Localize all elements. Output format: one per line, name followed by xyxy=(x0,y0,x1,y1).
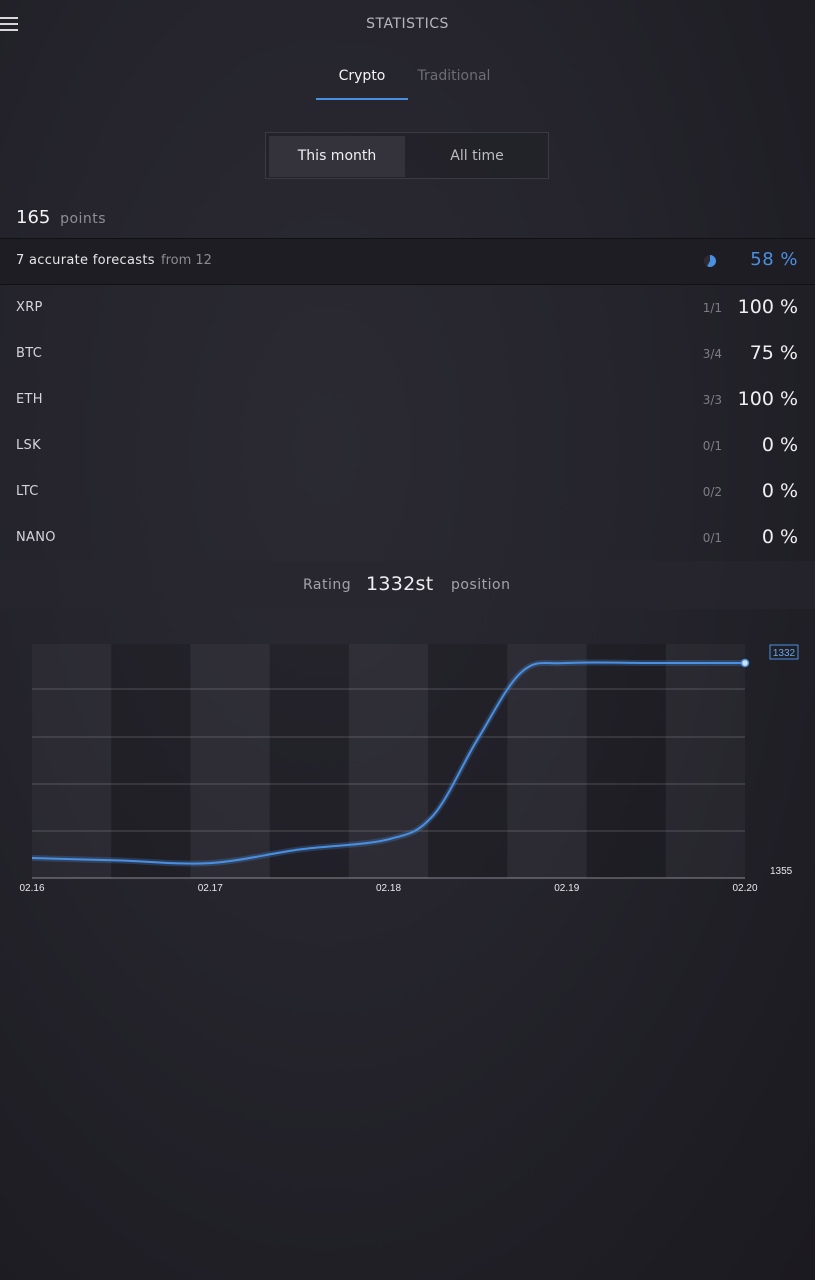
points-summary: 165 points xyxy=(16,207,106,228)
coin-name: LTC xyxy=(16,484,39,499)
chart-top-value-box xyxy=(769,644,799,660)
points-value: 165 xyxy=(16,207,51,228)
period-all-time-button[interactable]: All time xyxy=(450,148,504,164)
tab-traditional[interactable]: Traditional xyxy=(417,68,491,84)
chart-column-band xyxy=(428,644,508,878)
accuracy-percent: 58 % xyxy=(750,249,798,270)
chart-x-tick-label: 02.17 xyxy=(198,883,223,894)
coin-ratio: 0/1 xyxy=(702,439,722,453)
chart-column-band xyxy=(269,644,349,878)
coin-ratio: 3/3 xyxy=(702,393,722,407)
chart-column-band xyxy=(32,644,111,878)
list-item-eth: ETH 3/3 100 % xyxy=(0,377,815,423)
coin-ratio: 1/1 xyxy=(702,301,722,315)
rating-value: 1332st xyxy=(366,573,434,595)
chart-column-band xyxy=(111,644,191,878)
menu-icon[interactable] xyxy=(0,15,20,35)
coin-percent: 0 % xyxy=(761,434,798,456)
chart-x-tick-label: 02.20 xyxy=(732,883,757,894)
coin-ratio: 3/4 xyxy=(702,347,722,361)
chart-end-point xyxy=(740,658,750,668)
chart-series-line xyxy=(31,661,745,865)
period-selector: This month All time xyxy=(265,132,549,179)
category-tabs: Crypto Traditional xyxy=(316,60,516,100)
chart-x-tick-label: 02.16 xyxy=(19,883,44,894)
points-label: points xyxy=(60,211,107,227)
accuracy-pie-icon xyxy=(704,255,716,267)
accuracy-row: 7 accurate forecasts from 12 58 % xyxy=(0,238,815,285)
coin-percent: 0 % xyxy=(761,480,798,502)
coin-name: ETH xyxy=(16,392,43,407)
rating-chart: 1332 1355 02.16 02.17 02.18 02.19 02.20 xyxy=(19,644,799,894)
forecasts-total-text: from 12 xyxy=(161,253,212,268)
coin-percent: 100 % xyxy=(737,296,798,318)
rating-label: Rating xyxy=(303,577,352,593)
coin-percent: 0 % xyxy=(761,526,798,548)
list-item-ltc: LTC 0/2 0 % xyxy=(0,469,815,515)
period-this-month-button[interactable]: This month xyxy=(269,136,405,177)
page-title: STATISTICS xyxy=(366,16,449,32)
chart-x-tick-label: 02.18 xyxy=(376,883,401,894)
list-item-xrp: XRP 1/1 100 % xyxy=(0,285,815,331)
coin-ratio: 0/1 xyxy=(702,531,722,545)
coin-name: LSK xyxy=(16,438,41,453)
list-item-nano: NANO 0/1 0 % xyxy=(0,515,815,561)
chart-column-band xyxy=(666,644,745,878)
coin-name: BTC xyxy=(16,346,43,361)
chart-column-band xyxy=(507,644,586,878)
chart-x-tick-label: 02.19 xyxy=(554,883,579,894)
rating-summary: Rating 1332st position xyxy=(0,561,815,609)
pie-slice xyxy=(707,255,716,267)
chart-bottom-value-label: 1355 xyxy=(770,866,793,877)
list-item-lsk: LSK 0/1 0 % xyxy=(0,423,815,469)
coin-name: NANO xyxy=(16,530,56,545)
coin-percent: 100 % xyxy=(737,388,798,410)
coin-name: XRP xyxy=(16,300,43,315)
rating-suffix: position xyxy=(451,577,511,593)
accurate-forecasts-text: 7 accurate forecasts xyxy=(16,253,155,268)
coin-percent: 75 % xyxy=(749,342,798,364)
coin-ratio: 0/2 xyxy=(702,485,722,499)
chart-column-band xyxy=(586,644,666,878)
tab-crypto[interactable]: Crypto xyxy=(316,60,408,100)
chart-top-value-label: 1332 xyxy=(773,648,796,659)
list-item-btc: BTC 3/4 75 % xyxy=(0,331,815,377)
chart-column-band xyxy=(190,644,269,878)
